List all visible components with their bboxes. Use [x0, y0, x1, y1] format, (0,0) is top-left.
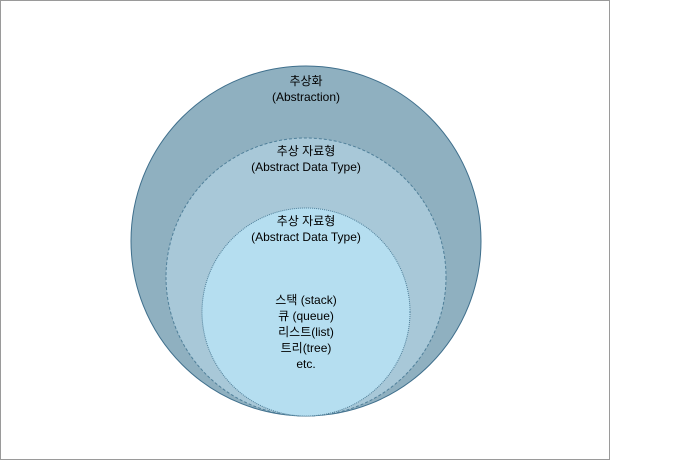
- adt-inner-title: 추상 자료형: [276, 214, 336, 228]
- adt-outer-title: 추상 자료형: [276, 144, 336, 158]
- list-item: 리스트(list): [278, 325, 334, 339]
- list-item: etc.: [296, 357, 316, 371]
- abstraction-title: 추상화: [289, 74, 323, 88]
- adt-inner-circle: [201, 207, 411, 417]
- adt-inner-subtitle: (Abstract Data Type): [251, 230, 361, 244]
- abstraction-label: 추상화 (Abstraction): [176, 73, 436, 105]
- data-structure-list: 스택 (stack) 큐 (queue) 리스트(list) 트리(tree) …: [176, 292, 436, 372]
- abstraction-subtitle: (Abstraction): [271, 90, 341, 104]
- adt-inner-label: 추상 자료형 (Abstract Data Type): [176, 213, 436, 245]
- adt-outer-subtitle: (Abstract Data Type): [251, 160, 361, 174]
- diagram-canvas: 추상화 (Abstraction) 추상 자료형 (Abstract Data …: [0, 0, 610, 460]
- adt-outer-label: 추상 자료형 (Abstract Data Type): [176, 143, 436, 175]
- list-item: 큐 (queue): [278, 309, 334, 323]
- list-item: 스택 (stack): [275, 293, 337, 307]
- list-item: 트리(tree): [280, 341, 332, 355]
- nested-circles-diagram: [130, 65, 482, 417]
